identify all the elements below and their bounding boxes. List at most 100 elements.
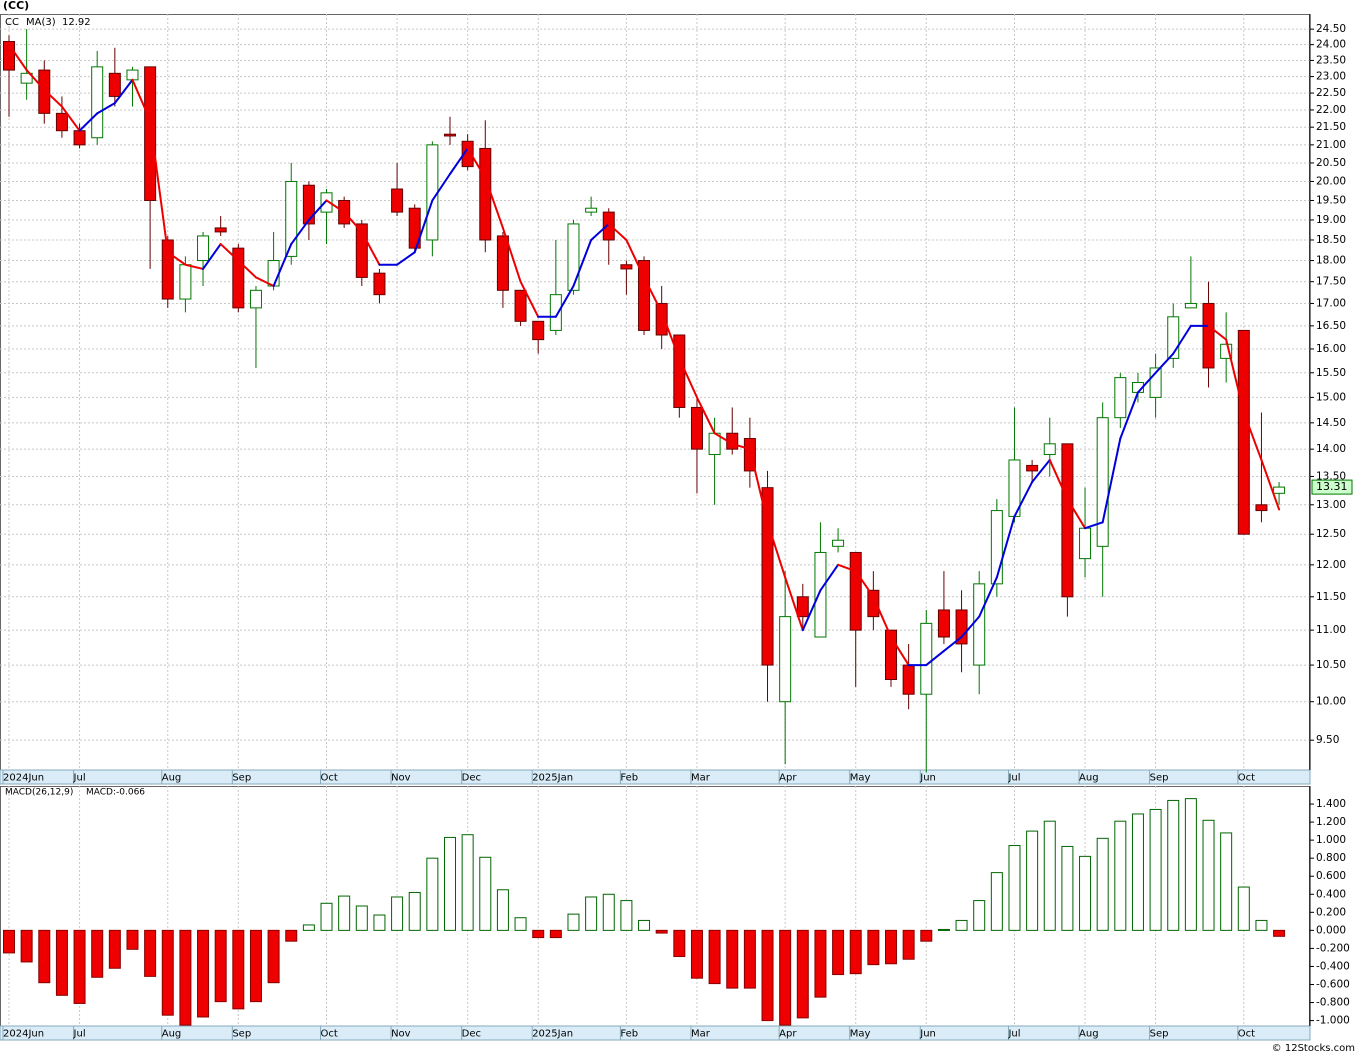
candle-body: [937, 609, 950, 638]
plot-area: [0, 786, 1310, 1027]
ma-line: [484, 176, 504, 229]
macd-bar: [585, 896, 598, 931]
x-tick-label: Oct: [1238, 773, 1255, 784]
ma-line: [784, 576, 804, 632]
macd-bar: [426, 857, 439, 931]
macd-bar: [1167, 799, 1180, 931]
x-tick-label: Aug: [162, 773, 182, 784]
candle-body: [567, 223, 580, 291]
candle-body: [743, 438, 756, 472]
candle-body: [444, 133, 456, 137]
y-tick-label: 15.50: [1316, 367, 1346, 379]
candle-body: [91, 66, 104, 139]
ma-line: [978, 576, 998, 618]
ma-line: [343, 211, 363, 233]
x-tick-label: Dec: [462, 1029, 481, 1040]
ma-line: [219, 243, 240, 262]
y-tick-label: -0.600: [1316, 978, 1350, 990]
ma-line: [96, 102, 116, 115]
candle-body: [655, 302, 668, 336]
macd-bar: [444, 836, 456, 931]
macd-bar: [91, 929, 104, 978]
candle-body: [408, 207, 421, 249]
macd-bar: [320, 902, 333, 931]
macd-bar: [249, 929, 262, 1003]
candle-body: [638, 260, 651, 331]
y-tick-label: 17.50: [1316, 276, 1346, 288]
y-tick-label: 9.50: [1316, 734, 1339, 746]
macd-bar: [1255, 919, 1268, 931]
candle-body: [285, 180, 298, 257]
macd-bar: [1273, 929, 1286, 937]
macd-bar: [479, 856, 492, 931]
candle-body: [461, 140, 474, 168]
macd-bar: [161, 929, 174, 1016]
macd-bar: [620, 900, 633, 931]
ma-line: [890, 636, 910, 667]
macd-bar: [814, 929, 827, 998]
y-tick-label: 24.00: [1316, 39, 1346, 51]
candle-body: [779, 616, 792, 703]
macd-bar: [214, 929, 227, 1003]
y-tick-label: 14.50: [1316, 417, 1346, 429]
macd-bar: [1061, 845, 1074, 931]
y-tick-label: -0.400: [1316, 960, 1350, 972]
macd-bar: [108, 929, 121, 969]
x-tick-label: Mar: [691, 1029, 711, 1040]
candle-body: [973, 583, 986, 666]
candle-body: [1255, 504, 1268, 512]
candle-body: [355, 223, 368, 278]
y-tick-label: 14.00: [1316, 443, 1346, 455]
candle-body: [990, 510, 1003, 585]
macd-bar: [1131, 813, 1144, 931]
ma-line: [413, 199, 434, 254]
ma-line: [625, 238, 646, 279]
y-tick-label: 12.00: [1316, 559, 1346, 571]
x-tick-label: Jul: [73, 773, 86, 784]
ma-line: [801, 589, 822, 632]
y-tick-label: 11.00: [1316, 624, 1346, 636]
y-tick-label: 10.00: [1316, 696, 1346, 708]
y-tick-label: 18.50: [1316, 234, 1346, 246]
x-tick-label: Aug: [162, 1029, 182, 1040]
candle-body: [197, 235, 210, 262]
ma-line: [766, 521, 787, 579]
x-tick-label: Nov: [391, 1029, 411, 1040]
y-tick-label: 0.000: [1316, 924, 1346, 936]
macd-bar: [532, 929, 545, 939]
macd-bar: [743, 929, 756, 989]
macd-bar: [302, 924, 315, 931]
candle-body: [1026, 464, 1039, 472]
ma-line: [202, 243, 222, 270]
candle-body: [1096, 417, 1109, 547]
candle-body: [1149, 367, 1162, 398]
candle-body: [761, 487, 774, 666]
y-tick-label: 24.50: [1316, 23, 1346, 35]
candle-body: [955, 609, 968, 645]
ma-line: [1084, 521, 1104, 530]
candle-body: [267, 260, 280, 287]
macd-bar: [1220, 832, 1233, 931]
x-tick-label: 2025Jan: [532, 1029, 573, 1040]
macd-bar: [38, 929, 51, 984]
macd-bar: [373, 914, 386, 931]
y-tick-label: -0.800: [1316, 997, 1350, 1009]
candle-body: [690, 406, 703, 450]
x-tick-label: Sep: [1150, 1029, 1169, 1040]
macd-bar: [726, 929, 739, 989]
ma-line: [113, 78, 134, 105]
ma-line: [149, 119, 169, 254]
ma-line: [237, 259, 257, 279]
macd-bar: [885, 929, 897, 965]
candle-body: [1220, 343, 1233, 359]
ma-line: [449, 147, 469, 176]
candle-body: [1202, 302, 1215, 369]
x-tick-label: Oct: [1238, 1029, 1255, 1040]
macd-bar: [391, 896, 404, 931]
y-tick-label: 13.00: [1316, 499, 1346, 511]
ma-line: [1172, 324, 1192, 355]
candle-body: [426, 144, 439, 241]
chart-title: (CC): [3, 0, 29, 12]
y-tick-label: 20.00: [1316, 175, 1346, 187]
ma-line: [184, 263, 205, 270]
